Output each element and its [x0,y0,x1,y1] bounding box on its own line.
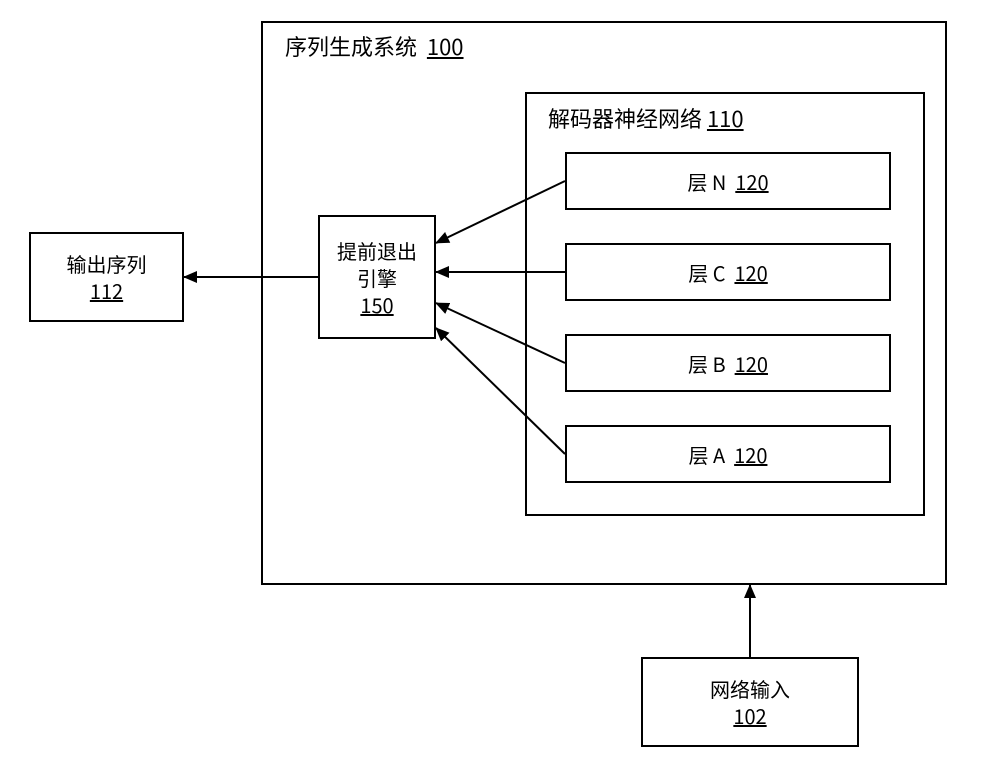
system-ref: 100 [427,30,464,62]
diagram-canvas: 序列生成系统 100 解码器神经网络 110 层 N 120 层 C 120 层… [0,0,1000,767]
layer-n-box: 层 N 120 [565,152,891,210]
system-label: 序列生成系统 100 [285,32,464,62]
system-text: 序列生成系统 [285,30,417,62]
decoder-label: 解码器神经网络 110 [548,104,744,134]
output-line1: 输出序列 [67,250,147,277]
network-input-box: 网络输入 102 [641,657,859,747]
layer-a-text: 层 A [689,440,726,469]
output-sequence-box: 输出序列 112 [29,232,184,322]
engine-line2: 引擎 [357,264,397,291]
engine-ref: 150 [360,291,393,318]
layer-c-ref: 120 [734,258,767,287]
layer-n-ref: 120 [735,167,768,196]
layer-n-text: 层 N [687,167,726,196]
layer-a-label: 层 A 120 [689,441,768,468]
layer-b-label: 层 B 120 [688,350,768,377]
layer-a-ref: 120 [734,440,767,469]
input-line1: 网络输入 [710,675,790,702]
layer-b-text: 层 B [688,349,726,378]
layer-b-ref: 120 [735,349,768,378]
layer-a-box: 层 A 120 [565,425,891,483]
input-ref: 102 [733,702,766,729]
output-ref: 112 [90,277,123,304]
layer-n-label: 层 N 120 [687,168,768,195]
layer-b-box: 层 B 120 [565,334,891,392]
early-exit-engine-box: 提前退出 引擎 150 [318,215,436,339]
layer-c-text: 层 C [688,258,725,287]
engine-line1: 提前退出 [337,237,417,264]
decoder-text: 解码器神经网络 [548,102,702,134]
layer-c-box: 层 C 120 [565,243,891,301]
decoder-ref: 110 [707,102,744,134]
layer-c-label: 层 C 120 [688,259,768,286]
